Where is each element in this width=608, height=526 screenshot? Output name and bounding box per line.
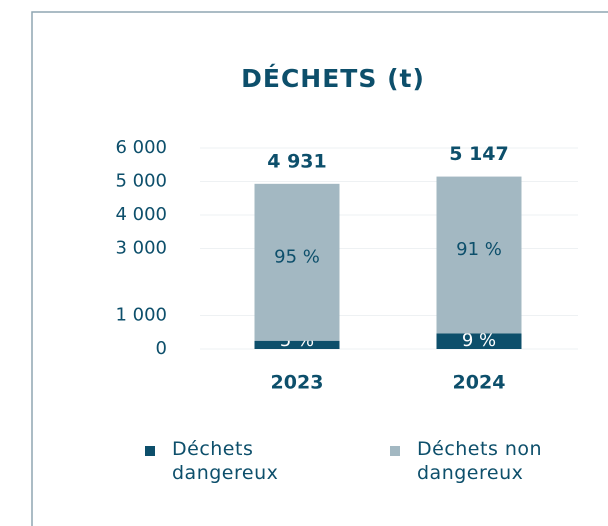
value-label: 91 % <box>456 239 502 260</box>
legend-swatch <box>390 446 400 456</box>
legend-label: Déchets non dangereux <box>417 438 543 484</box>
y-tick-label: 3 000 <box>115 238 167 259</box>
x-tick-label: 2024 <box>453 372 506 394</box>
value-label: 9 % <box>462 330 496 351</box>
chart-title: DÉCHETS (t) <box>241 64 425 93</box>
x-tick-label: 2023 <box>271 372 324 394</box>
y-tick-label: 5 000 <box>115 171 167 192</box>
bar-segment <box>436 176 522 334</box>
bar-segment <box>254 183 340 341</box>
legend-label: Déchets dangereux <box>172 438 279 484</box>
total-label: 4 931 <box>267 150 327 172</box>
panel-border <box>31 11 608 526</box>
y-tick-label: 0 <box>156 338 167 359</box>
y-tick-label: 1 000 <box>115 305 167 326</box>
value-label: 95 % <box>274 246 320 267</box>
bar-segment <box>436 333 522 349</box>
bar-segment <box>254 340 340 349</box>
total-label: 5 147 <box>449 143 509 165</box>
y-tick-label: 6 000 <box>115 137 167 158</box>
legend-swatch <box>145 446 155 456</box>
y-tick-label: 4 000 <box>115 204 167 225</box>
